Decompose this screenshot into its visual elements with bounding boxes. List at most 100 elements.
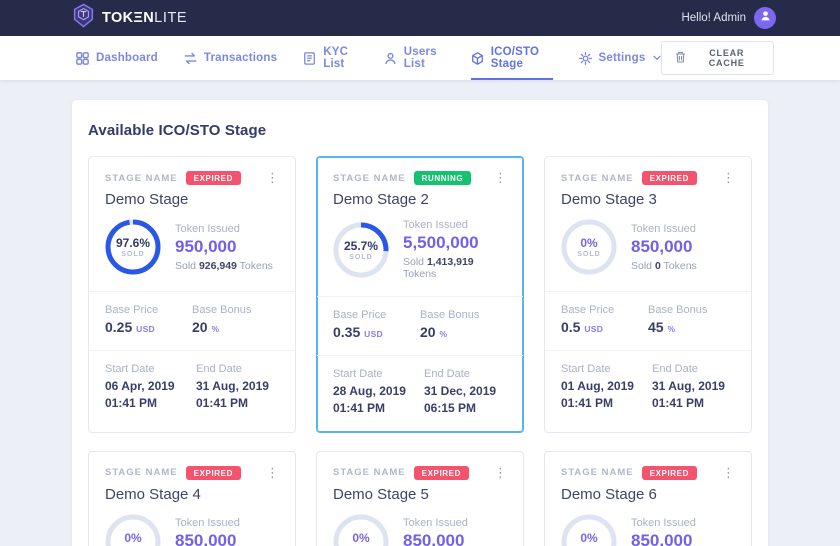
sold-tokens-line: Sold 926,949 Tokens bbox=[175, 259, 273, 272]
price-section: Base Price 0.25 USD Base Bonus 20 % bbox=[89, 292, 295, 351]
token-section: 25.7% SOLD Token Issued 5,500,000 Sold 1… bbox=[317, 219, 523, 297]
stage-card[interactable]: STAGE NAME EXPIRED ⋮ Demo Stage 97.6% SO… bbox=[88, 156, 296, 433]
nav-item-label: Transactions bbox=[203, 52, 278, 64]
stage-name-label: STAGE NAME bbox=[333, 467, 406, 479]
topbar: TOKΞNLITE Hello! Admin bbox=[0, 0, 840, 36]
nav-items: Dashboard Transactions KYC List Users List I… bbox=[76, 36, 662, 80]
settings-icon bbox=[578, 51, 592, 65]
price-section: Base Price 0.5 USD Base Bonus 45 % bbox=[545, 292, 751, 351]
nav-item-transactions[interactable]: Transactions bbox=[184, 36, 277, 80]
percent-sold-value: 97.6% bbox=[115, 236, 151, 250]
sold-caption: SOLD bbox=[577, 251, 601, 258]
dashboard-icon bbox=[76, 51, 89, 65]
base-bonus-value: 45 % bbox=[648, 319, 676, 335]
base-bonus-label: Base Bonus bbox=[648, 304, 708, 316]
card-menu-button[interactable]: ⋮ bbox=[494, 170, 507, 185]
date-section: Start Date 06 Apr, 2019 01:41 PM End Dat… bbox=[89, 351, 295, 427]
stage-name-label: STAGE NAME bbox=[105, 467, 178, 479]
clear-cache-button[interactable]: CLEAR CACHE bbox=[661, 41, 774, 75]
stage-card[interactable]: STAGE NAME EXPIRED ⋮ Demo Stage 3 0% SOL… bbox=[544, 156, 752, 433]
status-badge: EXPIRED bbox=[185, 465, 241, 480]
users-list-icon bbox=[384, 52, 397, 65]
sold-donut-chart: 25.7% SOLD bbox=[333, 222, 389, 278]
card-header: STAGE NAME EXPIRED ⋮ Demo Stage 5 bbox=[317, 452, 523, 503]
percent-sold-value: 0% bbox=[124, 530, 142, 545]
stage-title: Demo Stage 3 bbox=[561, 191, 657, 208]
sold-tokens-line: Sold 1,413,919 Tokens bbox=[403, 256, 474, 280]
nav-item-label: KYC List bbox=[323, 46, 349, 70]
base-price-label: Base Price bbox=[561, 304, 615, 316]
brand-text-light: LITE bbox=[154, 10, 188, 26]
base-price-label: Base Price bbox=[105, 304, 159, 316]
tokenlite-logo-icon bbox=[72, 3, 95, 33]
sold-tokens-value: 0 bbox=[654, 259, 661, 272]
price-section: Base Price 0.35 USD Base Bonus 20 % bbox=[317, 297, 523, 356]
base-bonus-value: 20 % bbox=[192, 319, 220, 335]
token-issued-label: Token Issued bbox=[403, 517, 468, 530]
user-avatar[interactable] bbox=[754, 7, 776, 29]
kyc-list-icon bbox=[303, 51, 316, 65]
card-header: STAGE NAME RUNNING ⋮ Demo Stage 2 bbox=[317, 157, 523, 208]
date-section: Start Date 28 Aug, 2019 01:41 PM End Dat… bbox=[317, 356, 523, 432]
sold-donut-chart: 0% SOLD bbox=[561, 219, 617, 275]
base-bonus-label: Base Bonus bbox=[192, 304, 252, 316]
token-issued-label: Token Issued bbox=[175, 517, 240, 530]
clear-cache-label: CLEAR CACHE bbox=[708, 48, 745, 68]
user-area: Hello! Admin bbox=[681, 7, 776, 29]
stage-card[interactable]: STAGE NAME EXPIRED ⋮ Demo Stage 5 0% SOL… bbox=[316, 450, 524, 546]
percent-sold-value: 0% bbox=[580, 530, 598, 545]
token-issued-label: Token Issued bbox=[403, 219, 468, 231]
status-badge: EXPIRED bbox=[185, 171, 241, 185]
base-price-value: 0.35 USD bbox=[333, 324, 383, 340]
stage-name-label: STAGE NAME bbox=[561, 467, 634, 479]
token-issued-value: 850,000 bbox=[631, 236, 693, 256]
token-issued-value: 950,000 bbox=[175, 236, 237, 256]
start-date-value: 06 Apr, 2019 01:41 PM bbox=[105, 379, 175, 411]
nav-item-label: Dashboard bbox=[96, 52, 158, 64]
percent-sold-value: 25.7% bbox=[343, 238, 379, 253]
card-menu-button[interactable]: ⋮ bbox=[722, 170, 735, 185]
card-header: STAGE NAME EXPIRED ⋮ Demo Stage 6 bbox=[545, 452, 751, 503]
status-badge: EXPIRED bbox=[641, 171, 697, 185]
stage-card[interactable]: STAGE NAME EXPIRED ⋮ Demo Stage 6 0% SOL… bbox=[544, 450, 752, 546]
end-date-label: End Date bbox=[196, 363, 242, 375]
stage-card[interactable]: STAGE NAME EXPIRED ⋮ Demo Stage 4 0% SOL… bbox=[88, 450, 296, 546]
nav-item-dashboard[interactable]: Dashboard bbox=[76, 36, 158, 80]
nav-item-users-list[interactable]: Users List bbox=[384, 36, 445, 80]
content-panel: Available ICO/STO Stage STAGE NAME EXPIR… bbox=[72, 100, 768, 546]
brand-text: TOKΞNLITE bbox=[102, 9, 187, 27]
base-price-label: Base Price bbox=[333, 309, 387, 321]
base-price-value: 0.25 USD bbox=[105, 319, 155, 335]
stage-card[interactable]: STAGE NAME RUNNING ⋮ Demo Stage 2 25.7% … bbox=[316, 156, 524, 433]
nav-item-ico-sto-stage[interactable]: ICO/STO Stage bbox=[470, 36, 553, 80]
sold-tokens-value: 1,413,919 bbox=[426, 256, 474, 268]
token-section: 97.6% SOLD Token Issued 950,000 Sold 926… bbox=[89, 219, 295, 292]
nav-item-settings[interactable]: Settings bbox=[578, 36, 662, 80]
stage-title: Demo Stage 2 bbox=[333, 191, 429, 208]
stage-name-label: STAGE NAME bbox=[105, 172, 178, 184]
brand-logo[interactable]: TOKΞNLITE bbox=[72, 3, 187, 33]
card-menu-button[interactable]: ⋮ bbox=[494, 464, 507, 480]
nav-item-label: Settings bbox=[598, 52, 646, 64]
sold-donut-chart: 0% SOLD bbox=[105, 514, 161, 546]
token-issued-label: Token Issued bbox=[175, 222, 240, 235]
sold-caption: SOLD bbox=[349, 253, 373, 261]
nav-item-kyc-list[interactable]: KYC List bbox=[303, 36, 358, 80]
percent-sold-value: 0% bbox=[580, 236, 598, 250]
card-menu-button[interactable]: ⋮ bbox=[722, 464, 735, 480]
sold-donut-chart: 0% SOLD bbox=[333, 514, 389, 546]
stage-cards-grid: STAGE NAME EXPIRED ⋮ Demo Stage 97.6% SO… bbox=[88, 156, 752, 546]
greeting-text: Hello! Admin bbox=[681, 12, 746, 24]
token-issued-label: Token Issued bbox=[631, 222, 696, 235]
stage-title: Demo Stage 6 bbox=[561, 485, 657, 503]
start-date-value: 01 Aug, 2019 01:41 PM bbox=[561, 379, 634, 411]
card-menu-button[interactable]: ⋮ bbox=[266, 464, 279, 480]
card-menu-button[interactable]: ⋮ bbox=[266, 170, 279, 185]
card-header: STAGE NAME EXPIRED ⋮ Demo Stage 4 bbox=[89, 452, 295, 503]
sold-tokens-value: 926,949 bbox=[198, 259, 237, 272]
start-date-label: Start Date bbox=[105, 363, 155, 375]
stage-title: Demo Stage 5 bbox=[333, 485, 429, 503]
base-price-value: 0.5 USD bbox=[561, 319, 604, 335]
brand-text-bold: TOKΞN bbox=[102, 10, 155, 26]
ico-sto-stage-icon bbox=[471, 51, 484, 65]
